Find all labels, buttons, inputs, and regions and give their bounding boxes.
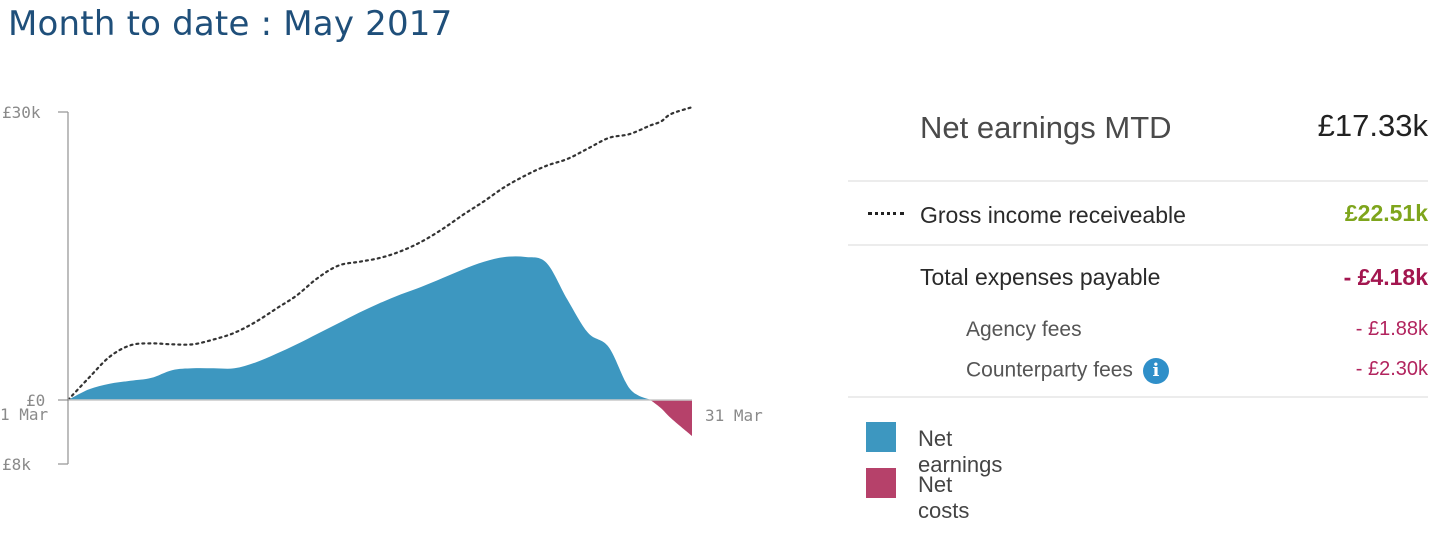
net-earnings-row: Net earnings MTD £17.33k <box>848 96 1428 182</box>
info-icon[interactable]: i <box>1142 358 1169 384</box>
net-earnings-label: Net earnings MTD <box>920 110 1172 145</box>
page-title: Month to date : May 2017 <box>8 4 453 44</box>
net-earnings-area <box>68 256 651 400</box>
legend-label-net-earnings: Net earnings <box>918 426 1003 477</box>
counterparty-fees-label: Counterparty fees <box>966 358 1133 382</box>
gross-income-label: Gross income receiveable <box>920 202 1186 228</box>
legend-swatch-net-costs <box>866 468 896 498</box>
summary-panel: Net earnings MTD £17.33k Gross income re… <box>848 96 1428 398</box>
expenses-block: Total expenses payable - £4.18k Agency f… <box>848 246 1428 398</box>
counterparty-fees-label-wrap: Counterparty fees i <box>966 358 1169 384</box>
gross-income-line <box>66 106 694 402</box>
y-tick-label-1: £0 <box>26 391 45 410</box>
legend-swatch-net-earnings <box>866 422 896 452</box>
y-tick-label-2: £8k <box>2 455 31 474</box>
x-tick-label-1: 31 Mar <box>705 406 763 425</box>
total-expenses-value: - £4.18k <box>1343 264 1428 290</box>
net-costs-area <box>650 400 692 436</box>
net-earnings-chart: £30k £0 £8k 1 Mar 31 Mar <box>0 103 763 474</box>
gross-income-row: Gross income receiveable £22.51k <box>848 182 1428 246</box>
counterparty-fees-value: - £2.30k <box>1355 358 1428 380</box>
dotted-line-key-icon <box>868 212 904 215</box>
agency-fees-label: Agency fees <box>966 318 1082 341</box>
net-earnings-value: £17.33k <box>1317 108 1428 143</box>
x-tick-label-0: 1 Mar <box>0 405 49 424</box>
total-expenses-label: Total expenses payable <box>920 264 1161 290</box>
y-tick-label-0: £30k <box>2 103 41 122</box>
legend-label-net-costs: Net costs <box>918 472 970 523</box>
agency-fees-value: - £1.88k <box>1355 318 1428 340</box>
gross-income-value: £22.51k <box>1344 200 1428 226</box>
